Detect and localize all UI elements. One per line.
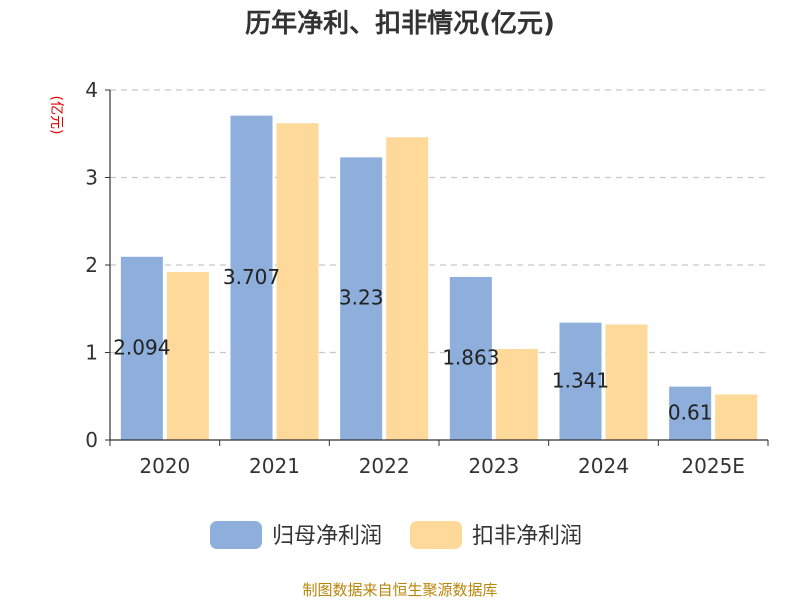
data-label: 1.863 bbox=[442, 345, 499, 369]
x-tick-label: 2022 bbox=[359, 454, 410, 478]
bar-net-profit-2021[interactable] bbox=[230, 115, 273, 440]
y-tick-label: 4 bbox=[85, 78, 98, 102]
bar-deducted-net-profit-2024[interactable] bbox=[605, 324, 648, 441]
y-tick-label: 0 bbox=[85, 428, 98, 452]
x-axis: 2020 2021 2022 2023 2024 2025E bbox=[109, 439, 769, 478]
x-tick-label: 2023 bbox=[468, 454, 519, 478]
chart-title: 历年净利、扣非情况(亿元) bbox=[245, 8, 555, 39]
data-label: 3.707 bbox=[223, 265, 280, 289]
bars bbox=[120, 115, 758, 441]
y-axis: 0 1 2 3 4 bbox=[85, 78, 111, 452]
y-tick-label: 2 bbox=[85, 253, 98, 277]
x-tick-label: 2025E bbox=[681, 454, 745, 478]
x-tick-label: 2024 bbox=[578, 454, 629, 478]
bar-net-profit-2022[interactable] bbox=[340, 157, 383, 440]
x-tick-label: 2020 bbox=[139, 454, 190, 478]
data-labels: 2.094 3.707 3.23 1.863 1.341 0.61 bbox=[113, 265, 712, 424]
bar-deducted-net-profit-2022[interactable] bbox=[386, 137, 429, 440]
data-label: 1.341 bbox=[552, 368, 609, 392]
bar-net-profit-2025E[interactable] bbox=[669, 386, 712, 440]
legend-swatch[interactable] bbox=[410, 521, 462, 549]
x-tick-label: 2021 bbox=[249, 454, 300, 478]
bar-net-profit-2024[interactable] bbox=[559, 322, 602, 440]
data-source-note: 制图数据来自恒生聚源数据库 bbox=[302, 581, 497, 599]
y-tick-label: 3 bbox=[85, 166, 98, 190]
legend-label[interactable]: 归母净利润 bbox=[272, 524, 382, 549]
bar-deducted-net-profit-2025E[interactable] bbox=[715, 394, 758, 441]
legend[interactable]: 归母净利润 扣非净利润 bbox=[210, 521, 582, 549]
data-label: 0.61 bbox=[668, 400, 713, 424]
legend-swatch[interactable] bbox=[210, 521, 262, 549]
bar-net-profit-2020[interactable] bbox=[120, 256, 163, 440]
bar-deducted-net-profit-2021[interactable] bbox=[276, 123, 319, 440]
y-tick-label: 1 bbox=[85, 341, 98, 365]
legend-label[interactable]: 扣非净利润 bbox=[472, 524, 582, 549]
y-axis-unit-label: (亿元) bbox=[48, 96, 64, 135]
data-label: 3.23 bbox=[339, 286, 384, 310]
bar-net-profit-2023[interactable] bbox=[449, 276, 492, 440]
data-label: 2.094 bbox=[113, 335, 170, 359]
bar-deducted-net-profit-2020[interactable] bbox=[166, 272, 209, 440]
bar-deducted-net-profit-2023[interactable] bbox=[495, 349, 538, 440]
